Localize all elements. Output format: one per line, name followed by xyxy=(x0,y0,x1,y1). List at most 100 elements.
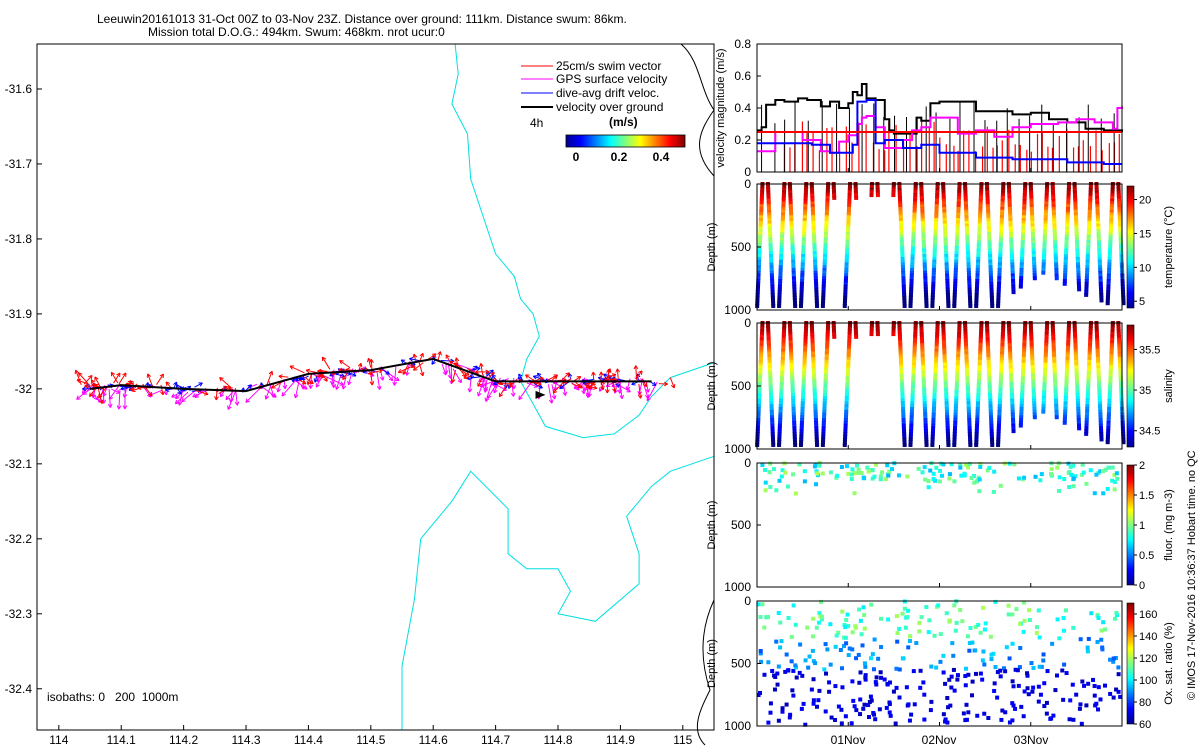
profile-dot xyxy=(1087,362,1092,367)
profile-dot xyxy=(967,276,972,281)
profile-dot xyxy=(1021,226,1026,231)
profile-dot xyxy=(792,429,797,434)
profile-dot xyxy=(1044,193,1049,198)
profile-dot xyxy=(809,687,814,692)
profile-dot xyxy=(778,279,783,284)
profile-dot xyxy=(842,442,847,447)
profile-dot xyxy=(1121,298,1126,303)
profile-dot xyxy=(987,242,992,247)
profile-dot xyxy=(1087,365,1092,370)
profile-dot xyxy=(770,429,775,434)
profile-dot xyxy=(920,215,925,220)
profile-dot xyxy=(1019,265,1024,270)
profile-dot xyxy=(919,190,924,195)
velocity-y-tick-label: 0.6 xyxy=(734,69,751,83)
profile-dot xyxy=(964,357,969,362)
profile-dot xyxy=(766,720,771,725)
profile-dot xyxy=(922,256,927,261)
profile-dot xyxy=(977,365,982,370)
profile-dot xyxy=(957,332,962,337)
profile-dot xyxy=(760,187,765,192)
profile-dot xyxy=(1065,218,1070,223)
profile-dot xyxy=(954,251,959,256)
profile-dot xyxy=(922,398,927,403)
profile-dot xyxy=(780,365,785,370)
profile-dot xyxy=(1066,193,1071,198)
profile-dot xyxy=(998,379,1003,384)
profile-dot xyxy=(782,323,787,328)
profile-dot xyxy=(1118,373,1123,378)
profile-dot xyxy=(1000,209,1005,214)
profile-dot xyxy=(825,198,830,203)
profile-dot xyxy=(1030,689,1035,694)
profile-dot xyxy=(974,287,979,292)
colorbar-tick-label: 2 xyxy=(1139,460,1145,472)
profile-dot xyxy=(1117,351,1122,356)
profile-dot xyxy=(972,474,977,479)
profile-dot xyxy=(920,345,925,350)
profile-dot xyxy=(844,406,849,411)
profile-dot xyxy=(899,234,904,239)
profile-dot xyxy=(847,337,852,342)
profile-dot xyxy=(1030,370,1035,375)
profile-dot xyxy=(955,376,960,381)
profile-dot xyxy=(757,384,762,389)
profile-dot xyxy=(963,683,968,688)
map-y-tick-label: -31.7 xyxy=(5,157,33,171)
profile-dot xyxy=(941,337,946,342)
profile-dot xyxy=(965,373,970,378)
profile-dot xyxy=(760,462,765,467)
profile-dot xyxy=(966,710,971,715)
profile-dot xyxy=(1118,368,1123,373)
profile-dot xyxy=(1064,384,1069,389)
profile-dot xyxy=(1051,351,1056,356)
profile-dot xyxy=(933,231,938,236)
profile-dot xyxy=(895,631,900,636)
profile-dot xyxy=(767,357,772,362)
profile-dot xyxy=(974,431,979,436)
profile-dot xyxy=(908,440,913,445)
profile-dot xyxy=(800,279,805,284)
profile-dot xyxy=(909,409,914,414)
profile-dot xyxy=(822,667,827,672)
profile-dot xyxy=(845,251,850,256)
profile-dot xyxy=(1099,431,1104,436)
profile-dot xyxy=(846,345,851,350)
profile-dot xyxy=(1118,362,1123,367)
profile-dot xyxy=(902,434,907,439)
profile-dot xyxy=(811,357,816,362)
profile-dot xyxy=(816,698,821,703)
profile-dot xyxy=(863,675,868,680)
profile-dot xyxy=(811,368,816,373)
profile-dot xyxy=(759,215,764,220)
profile-dot xyxy=(814,301,819,306)
profile-dot xyxy=(759,337,764,342)
profile-dot xyxy=(974,429,979,434)
profile-dot xyxy=(824,212,829,217)
profile-dot xyxy=(921,231,926,236)
profile-dot xyxy=(811,212,816,217)
profile-dot xyxy=(941,329,946,334)
profile-dot xyxy=(1117,204,1122,209)
profile-dot xyxy=(1008,209,1013,214)
profile-dot xyxy=(789,220,794,225)
profile-dot xyxy=(1118,231,1123,236)
profile-dot xyxy=(1086,368,1091,373)
profile-dot xyxy=(779,398,784,403)
profile-dot xyxy=(853,187,858,192)
profile-dot xyxy=(875,332,880,337)
profile-dot xyxy=(821,434,826,439)
profile-dot xyxy=(953,270,958,275)
profile-dot xyxy=(920,218,925,223)
profile-dot xyxy=(920,204,925,209)
profile-dot xyxy=(932,245,937,250)
profile-dot xyxy=(821,287,826,292)
profile-dot xyxy=(954,254,959,259)
profile-dot xyxy=(1096,616,1101,621)
profile-dot xyxy=(1114,471,1119,476)
swim-vector xyxy=(591,371,596,380)
profile-dot xyxy=(802,359,807,364)
profile-dot xyxy=(843,292,848,297)
profile-dot xyxy=(902,429,907,434)
